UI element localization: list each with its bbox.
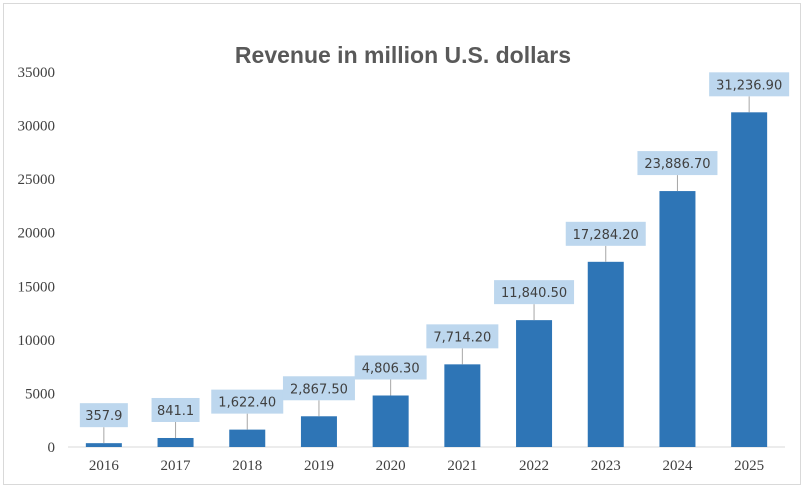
x-tick-label: 2023: [591, 458, 621, 474]
bar: [157, 437, 194, 447]
bar: [587, 261, 624, 447]
bar: [372, 395, 409, 447]
data-label-box: [494, 280, 575, 305]
data-label: 2,867.50: [290, 382, 348, 397]
y-tick-label: 20000: [18, 226, 56, 242]
data-label: 841.1: [157, 404, 194, 419]
x-tick-label: 2019: [304, 458, 334, 474]
bar: [659, 191, 696, 447]
bar: [85, 443, 122, 447]
x-tick-label: 2018: [232, 458, 262, 474]
y-tick-label: 35000: [18, 65, 56, 81]
y-tick-label: 0: [48, 440, 56, 456]
data-label-box: [709, 72, 790, 97]
data-label-box: [354, 355, 427, 380]
data-label: 11,840.50: [501, 286, 567, 301]
data-label-box: [211, 389, 284, 414]
x-tick-label: 2017: [161, 458, 192, 474]
chart-frame: [3, 3, 801, 485]
bar: [300, 416, 337, 447]
data-label: 1,622.40: [218, 396, 276, 411]
bar: [229, 429, 266, 447]
data-label-box: [426, 324, 499, 349]
x-tick-label: 2021: [447, 458, 477, 474]
chart-title: Revenue in million U.S. dollars: [234, 42, 572, 68]
y-tick-label: 25000: [18, 172, 56, 188]
x-tick-label: 2024: [662, 458, 693, 474]
x-tick-label: 2022: [519, 458, 549, 474]
y-tick-label: 10000: [18, 333, 56, 349]
y-tick-label: 15000: [18, 279, 56, 295]
data-label-box: [151, 397, 200, 422]
data-label-box: [637, 151, 718, 176]
x-tick-label: 2020: [376, 458, 406, 474]
data-label: 7,714.20: [433, 330, 491, 345]
bar: [731, 112, 768, 447]
data-label-box: [282, 376, 355, 401]
data-label: 4,806.30: [362, 362, 420, 377]
x-tick-label: 2016: [89, 458, 120, 474]
bar: [516, 320, 553, 447]
y-tick-label: 5000: [25, 386, 55, 402]
x-tick-label: 2025: [734, 458, 764, 474]
data-label-box: [565, 221, 646, 246]
data-label: 31,236.90: [716, 78, 782, 93]
data-label: 23,886.70: [644, 157, 710, 172]
y-tick-label: 30000: [18, 119, 56, 135]
data-label-box: [79, 403, 128, 428]
data-label: 17,284.20: [573, 228, 639, 243]
data-label: 357.9: [85, 409, 122, 424]
bar: [444, 364, 481, 447]
